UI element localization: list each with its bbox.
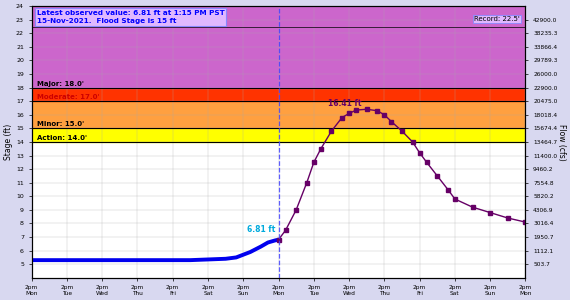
Text: Latest observed value: 6.81 ft at 1:15 PM PST
15-Nov-2021.  Flood Stage is 15 ft: Latest observed value: 6.81 ft at 1:15 P…	[36, 10, 224, 24]
Bar	[31, 6, 526, 88]
Text: 6.81 ft: 6.81 ft	[247, 225, 275, 234]
Y-axis label: Stage (ft): Stage (ft)	[4, 124, 13, 160]
Text: Minor: 15.0': Minor: 15.0'	[37, 121, 84, 127]
Text: Action: 14.0': Action: 14.0'	[37, 135, 87, 141]
Text: Moderate: 17.0': Moderate: 17.0'	[37, 94, 99, 100]
Bar	[31, 101, 526, 128]
Text: Record: 22.5': Record: 22.5'	[474, 16, 520, 22]
Text: Major: 18.0': Major: 18.0'	[37, 81, 84, 87]
Text: 16.41 ft: 16.41 ft	[328, 99, 361, 108]
Bar	[31, 128, 526, 142]
Bar	[31, 88, 526, 101]
Y-axis label: Flow (cfs): Flow (cfs)	[557, 124, 566, 160]
